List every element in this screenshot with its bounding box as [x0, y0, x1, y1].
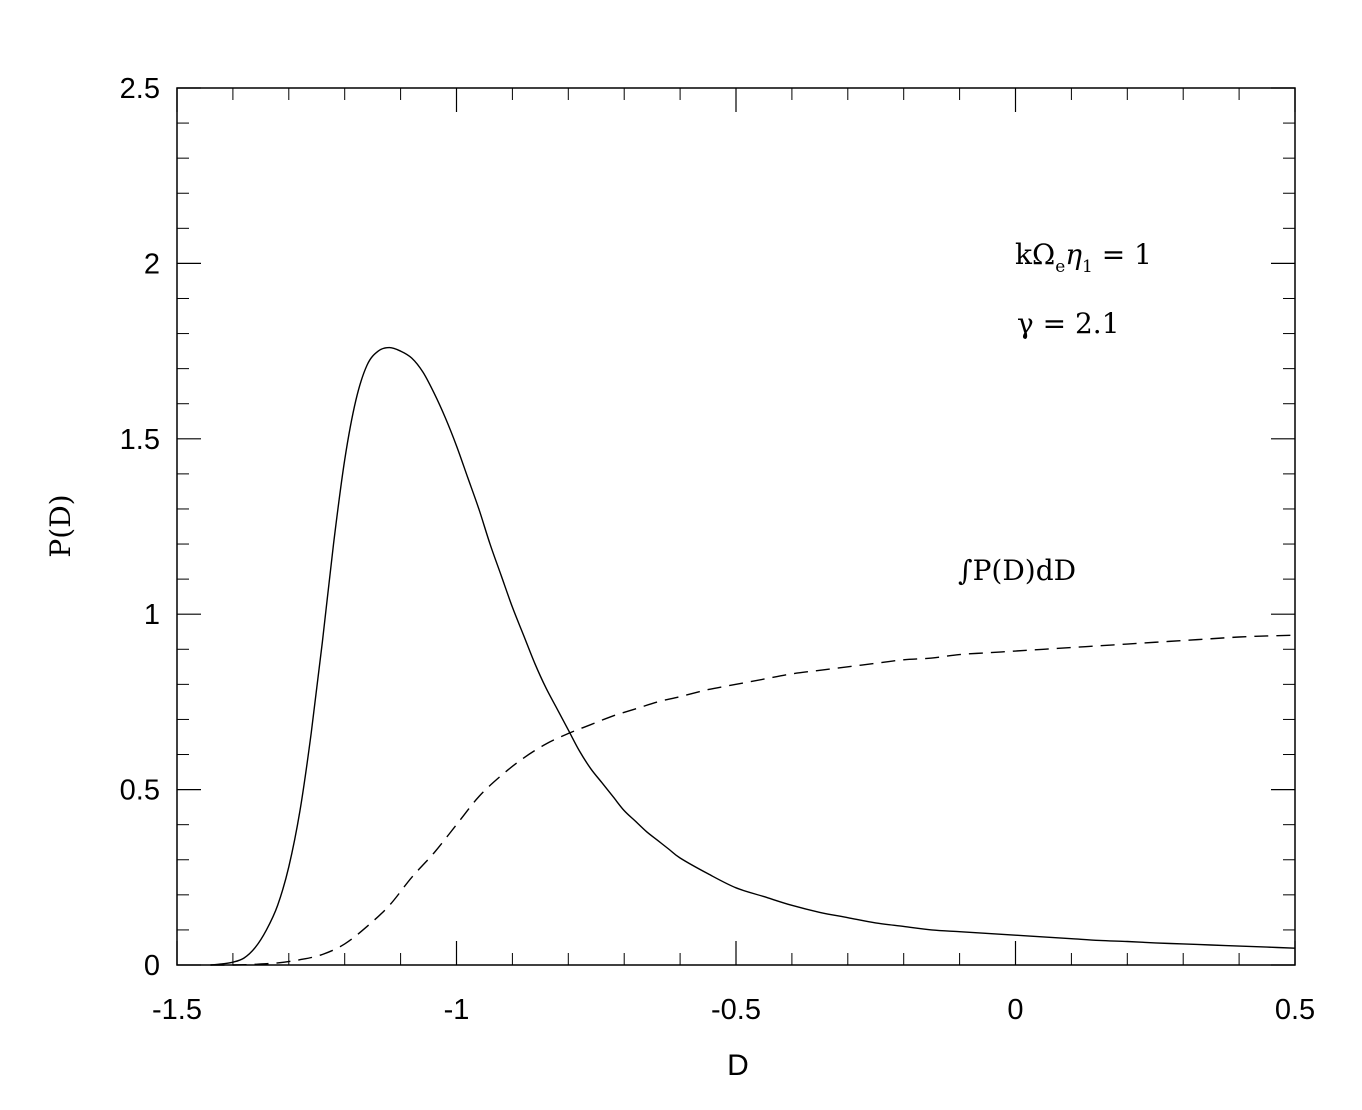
y-tick-label: 2: [144, 248, 160, 280]
param-k: k: [1015, 238, 1033, 271]
param-annotation-1: kΩeη1 = 1: [1015, 238, 1152, 277]
x-tick-label: 0: [1007, 994, 1023, 1026]
y-tick-label: 0: [144, 950, 160, 982]
plot-frame: [176, 87, 1296, 966]
x-tick-label: -1: [444, 994, 470, 1026]
cumulative-series-line: [210, 634, 1296, 966]
x-axis-label: D: [727, 1049, 749, 1082]
y-tick-labels: 0 0.5 1 1.5 2 2.5: [120, 73, 160, 982]
y-tick-label: 1: [144, 599, 160, 631]
density-series-line: [210, 346, 1296, 966]
param-omega-subscript: e: [1055, 257, 1065, 277]
y-tick-label: 1.5: [120, 424, 160, 456]
param-eta: η: [1065, 238, 1082, 271]
x-tick-label: -0.5: [711, 994, 761, 1026]
series-layer: [210, 346, 1296, 966]
x-tick-label: -1.5: [152, 994, 202, 1026]
param-annotation-2: γ = 2.1: [1017, 307, 1120, 340]
x-tick-label: 0.5: [1275, 994, 1315, 1026]
major-ticks: [176, 87, 1296, 966]
y-axis-label: P(D): [44, 494, 77, 557]
x-tick-labels: -1.5 -1 -0.5 0 0.5: [152, 994, 1315, 1026]
param-omega: Ω: [1032, 238, 1055, 271]
y-tick-label: 0.5: [120, 775, 160, 807]
y-tick-label: 2.5: [120, 73, 160, 105]
param-eq-value: = 1: [1093, 238, 1152, 271]
param-eta-subscript: 1: [1082, 257, 1093, 277]
minor-ticks: [177, 88, 1295, 965]
cumulative-label: ∫P(D)dD: [958, 554, 1076, 587]
